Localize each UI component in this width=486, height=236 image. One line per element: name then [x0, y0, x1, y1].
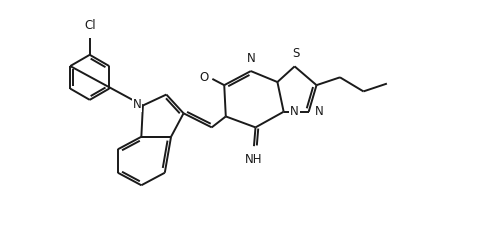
Text: N: N: [315, 105, 324, 118]
Text: N: N: [133, 98, 141, 111]
Text: S: S: [293, 47, 300, 60]
Text: O: O: [199, 71, 208, 84]
Text: Cl: Cl: [84, 19, 96, 32]
Text: N: N: [290, 105, 299, 118]
Text: NH: NH: [245, 153, 263, 166]
Text: N: N: [246, 52, 255, 65]
